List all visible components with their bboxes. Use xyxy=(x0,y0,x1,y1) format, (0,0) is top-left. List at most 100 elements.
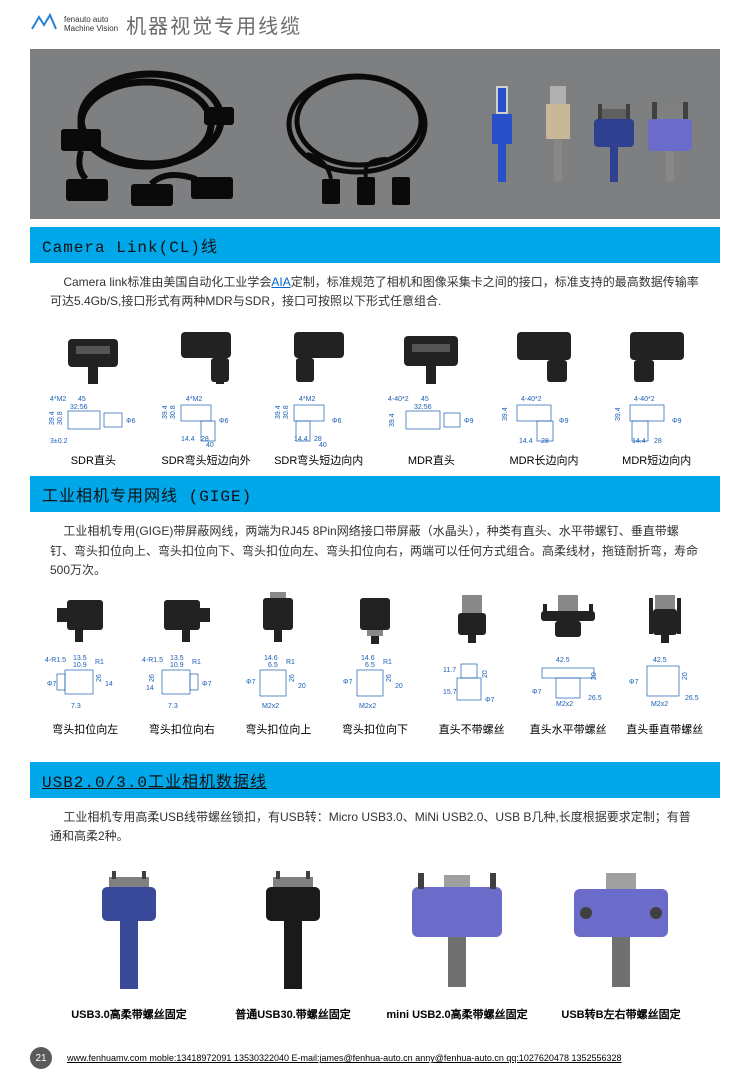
svg-text:Φ9: Φ9 xyxy=(559,418,569,425)
section-title-cl: Camera Link(CL)线 xyxy=(30,227,720,263)
svg-text:4-R1.5: 4-R1.5 xyxy=(142,657,163,664)
screw-connector-purple-icon xyxy=(646,84,694,184)
svg-text:4*M2: 4*M2 xyxy=(50,396,66,403)
svg-text:14.4: 14.4 xyxy=(294,436,308,443)
svg-text:40: 40 xyxy=(206,442,214,448)
svg-text:4-40*2: 4-40*2 xyxy=(521,396,542,403)
svg-text:26: 26 xyxy=(289,675,296,683)
svg-text:Φ9: Φ9 xyxy=(464,418,474,425)
svg-text:Φ7: Φ7 xyxy=(343,679,353,686)
svg-text:30.8: 30.8 xyxy=(170,406,177,420)
page-header: fenauto auto Machine Vision 机器视觉专用线缆 xyxy=(0,0,750,44)
svg-text:32.56: 32.56 xyxy=(70,404,88,411)
gige-item-bend-left: 4-R1.5 13.5 10.9 R1 Φ7 26 14 7.3 弯头扣位向左 xyxy=(40,588,131,737)
svg-text:26: 26 xyxy=(96,675,103,683)
gige-item-bend-down: 14.6 6.5 R1 Φ7 26 20 M2x2 弯头扣位向下 xyxy=(330,588,421,737)
svg-text:Φ7: Φ7 xyxy=(485,697,495,704)
section-title-usb: USB2.0/3.0工业相机数据线 xyxy=(30,762,720,798)
cl-item-mdr-straight: 4-40*2 45 32.56 Φ9 39.4 MDR直头 xyxy=(378,319,485,468)
svg-text:45: 45 xyxy=(78,396,86,403)
svg-text:20: 20 xyxy=(482,671,489,679)
svg-text:7.3: 7.3 xyxy=(168,703,178,710)
svg-text:20: 20 xyxy=(298,683,306,690)
svg-text:M2x2: M2x2 xyxy=(359,703,376,710)
svg-text:20: 20 xyxy=(682,673,689,681)
svg-text:28: 28 xyxy=(654,438,662,445)
svg-text:R1: R1 xyxy=(383,659,392,666)
logo-icon xyxy=(30,13,58,36)
svg-text:26: 26 xyxy=(386,675,393,683)
svg-text:13.5: 13.5 xyxy=(170,655,184,662)
page-number: 21 xyxy=(30,1047,52,1069)
svg-text:Φ6: Φ6 xyxy=(219,418,229,425)
svg-text:Φ7: Φ7 xyxy=(629,679,639,686)
cl-item-mdr-long-in: 4-40*2 Φ9 39.4 14.4 28 MDR长边向内 xyxy=(491,319,598,468)
usb-a-connector-icon xyxy=(478,84,526,184)
svg-text:Φ7: Φ7 xyxy=(47,681,57,688)
svg-text:4*M2: 4*M2 xyxy=(186,396,202,403)
svg-text:26.5: 26.5 xyxy=(685,695,699,702)
svg-text:6.5: 6.5 xyxy=(365,662,375,669)
svg-text:R1: R1 xyxy=(192,659,201,666)
gige-item-bend-up: 14.6 6.5 R1 Φ7 26 20 M2x2 弯头扣位向上 xyxy=(233,588,324,737)
svg-text:42.5: 42.5 xyxy=(653,657,667,664)
cl-description: Camera link标准由美国自动化工业学会AIA定制，标准规范了相机和图像采… xyxy=(0,263,750,319)
svg-text:39.4: 39.4 xyxy=(162,406,169,420)
svg-text:42.5: 42.5 xyxy=(556,657,570,664)
svg-text:4*M2: 4*M2 xyxy=(299,396,315,403)
camera-link-cable-coil xyxy=(56,59,236,209)
svg-text:14: 14 xyxy=(105,681,113,688)
svg-text:30.8: 30.8 xyxy=(283,406,290,420)
svg-text:14.4: 14.4 xyxy=(632,438,646,445)
svg-text:30.8: 30.8 xyxy=(57,412,64,426)
svg-text:26.5: 26.5 xyxy=(588,695,602,702)
svg-text:Φ7: Φ7 xyxy=(246,679,256,686)
svg-text:4-40*2: 4-40*2 xyxy=(388,396,409,403)
gige-item-straight-noscrew: 11.7 20 15.7 Φ7 直头不带螺丝 xyxy=(426,588,517,737)
svg-text:15.7: 15.7 xyxy=(443,689,457,696)
screw-connector-blue-icon xyxy=(590,84,638,184)
cl-item-sdr-bend-in: 4*M2 39.4 30.8 Φ6 14.4 28 40 SDR弯头短边向内 xyxy=(265,319,372,468)
usb-row: USB3.0高柔带螺丝固定 普通USB30.带螺丝固定 mini USB2.0高… xyxy=(0,854,750,1032)
svg-text:32.56: 32.56 xyxy=(414,404,432,411)
gige-row: 4-R1.5 13.5 10.9 R1 Φ7 26 14 7.3 弯头扣位向左 … xyxy=(0,588,750,737)
gige-item-straight-vscrew: 42.5 20 M2x2 26.5 Φ7 直头垂直带螺丝 xyxy=(619,588,710,737)
page-footer: 21 www.fenhuamv.com moble:13418972091 13… xyxy=(0,1032,750,1079)
gige-cable-coil xyxy=(267,59,447,209)
svg-text:M2x2: M2x2 xyxy=(651,701,668,708)
svg-text:26: 26 xyxy=(149,675,156,683)
svg-text:7.3: 7.3 xyxy=(71,703,81,710)
svg-text:39.4: 39.4 xyxy=(615,408,622,422)
svg-text:14.4: 14.4 xyxy=(519,438,533,445)
usb-description: 工业相机专用高柔USB线带螺丝锁扣，有USB转：Micro USB3.0、MiN… xyxy=(0,798,750,854)
svg-text:Φ9: Φ9 xyxy=(672,418,682,425)
svg-text:6.5: 6.5 xyxy=(268,662,278,669)
svg-text:Φ7: Φ7 xyxy=(202,681,212,688)
section-title-gige: 工业相机专用网线 (GIGE) xyxy=(30,476,720,512)
hero-banner xyxy=(30,49,720,219)
svg-text:39.4: 39.4 xyxy=(49,412,56,426)
cl-row: 4*M2 45 32.56 Φ6 39.4 30.8 3±0.2 SDR直头 4… xyxy=(0,319,750,468)
svg-text:Φ7: Φ7 xyxy=(532,689,542,696)
cl-item-mdr-short-in: 4-40*2 Φ9 39.4 14.4 28 MDR短边向内 xyxy=(603,319,710,468)
svg-text:14.6: 14.6 xyxy=(264,655,278,662)
svg-text:11.7: 11.7 xyxy=(443,667,456,674)
svg-text:10.9: 10.9 xyxy=(170,662,184,669)
svg-text:Φ6: Φ6 xyxy=(332,418,342,425)
svg-text:28: 28 xyxy=(541,438,549,445)
hero-connector-group xyxy=(478,84,694,184)
svg-text:13.5: 13.5 xyxy=(73,655,87,662)
svg-text:R1: R1 xyxy=(286,659,295,666)
aia-link[interactable]: AIA xyxy=(271,275,290,289)
svg-text:20: 20 xyxy=(395,683,403,690)
page-title: 机器视觉专用线缆 xyxy=(126,10,302,39)
svg-text:20: 20 xyxy=(591,673,598,681)
svg-text:M2x2: M2x2 xyxy=(262,703,279,710)
svg-text:R1: R1 xyxy=(95,659,104,666)
usb-item-usb3-normal: 普通USB30.带螺丝固定 xyxy=(214,864,372,1022)
brand-logo: fenauto auto Machine Vision xyxy=(30,13,118,36)
svg-text:4-R1.5: 4-R1.5 xyxy=(45,657,66,664)
usb-item-usb-b: USB转B左右带螺丝固定 xyxy=(542,864,700,1022)
footer-contact: www.fenhuamv.com moble:13418972091 13530… xyxy=(67,1053,720,1063)
svg-text:4-40*2: 4-40*2 xyxy=(634,396,655,403)
